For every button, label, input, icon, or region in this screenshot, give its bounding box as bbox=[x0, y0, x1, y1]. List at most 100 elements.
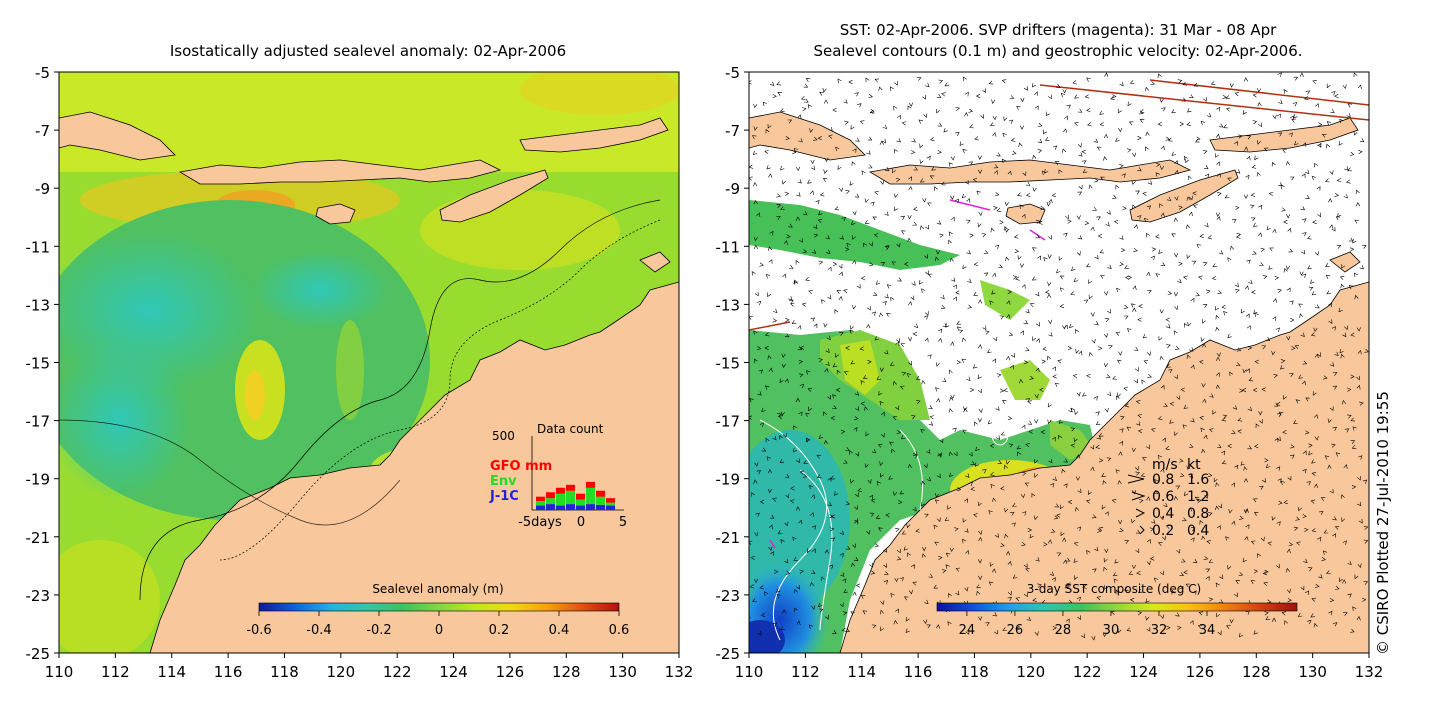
velocity-vector bbox=[970, 486, 975, 491]
velocity-vector bbox=[797, 346, 803, 351]
velocity-vector bbox=[1076, 251, 1081, 256]
velocity-vector bbox=[1006, 314, 1011, 319]
velocity-vector bbox=[1056, 552, 1062, 557]
velocity-vector bbox=[795, 260, 800, 265]
right-x-tick-label: 114 bbox=[847, 663, 876, 681]
velocity-vector bbox=[1344, 428, 1350, 433]
velocity-vector bbox=[936, 108, 940, 114]
velocity-vector bbox=[916, 400, 921, 405]
velocity-vector bbox=[1311, 459, 1316, 464]
velocity-vector bbox=[1321, 556, 1326, 562]
velocity-vector bbox=[985, 330, 990, 335]
velocity-vector bbox=[807, 387, 813, 392]
velocity-vector bbox=[1059, 275, 1065, 280]
velocity-vector bbox=[1332, 426, 1338, 432]
data-count-bar-gfo bbox=[566, 484, 575, 491]
velocity-vector bbox=[1000, 431, 1006, 436]
velocity-vector bbox=[780, 166, 785, 171]
velocity-vector bbox=[1171, 151, 1176, 156]
velocity-vector bbox=[1049, 571, 1055, 576]
velocity-vector bbox=[878, 391, 883, 396]
velocity-vector bbox=[1325, 263, 1330, 268]
velocity-vector bbox=[1259, 262, 1264, 266]
velocity-vector bbox=[1091, 339, 1096, 344]
velocity-vector bbox=[1276, 113, 1281, 119]
velocity-vector bbox=[996, 373, 1002, 378]
velocity-vector bbox=[1081, 149, 1086, 154]
velocity-vector bbox=[1342, 332, 1347, 338]
velocity-vector bbox=[1145, 146, 1149, 151]
velocity-vector bbox=[1062, 148, 1067, 153]
velocity-vector bbox=[876, 480, 881, 486]
velocity-vector bbox=[818, 260, 824, 265]
velocity-vector bbox=[1323, 529, 1329, 534]
velocity-vector bbox=[765, 274, 771, 279]
velocity-vector bbox=[1200, 120, 1206, 126]
velocity-vector bbox=[1361, 597, 1367, 602]
velocity-vector bbox=[1090, 226, 1095, 231]
velocity-vector bbox=[892, 380, 897, 386]
velocity-vector bbox=[924, 254, 928, 259]
velocity-vector bbox=[964, 528, 969, 533]
velocity-vector bbox=[928, 573, 934, 578]
velocity-vector bbox=[982, 469, 987, 474]
left-x-tick-label: 114 bbox=[157, 663, 186, 681]
velocity-vector bbox=[1111, 499, 1117, 504]
velocity-vector bbox=[749, 316, 753, 320]
velocity-vector bbox=[1008, 443, 1014, 448]
velocity-vector bbox=[1276, 521, 1281, 526]
velocity-vector bbox=[929, 415, 935, 420]
velocity-vector bbox=[824, 157, 829, 163]
velocity-vector bbox=[1290, 317, 1295, 323]
velocity-vector bbox=[893, 206, 898, 212]
velocity-vector bbox=[1245, 313, 1250, 319]
velocity-vector bbox=[870, 201, 875, 207]
velocity-vector bbox=[1300, 332, 1305, 337]
velocity-vector bbox=[912, 331, 917, 336]
velocity-vector bbox=[764, 149, 769, 154]
velocity-vector bbox=[796, 192, 801, 197]
velocity-vector bbox=[1059, 504, 1064, 510]
velocity-vector bbox=[1342, 84, 1347, 90]
velocity-vector bbox=[808, 624, 814, 629]
velocity-vector bbox=[1124, 539, 1130, 544]
velocity-vector bbox=[995, 435, 1001, 440]
velocity-vector bbox=[948, 408, 953, 413]
velocity-vector bbox=[1004, 533, 1009, 539]
velocity-vector bbox=[1088, 184, 1093, 190]
velocity-vector bbox=[920, 225, 925, 230]
velocity-vector bbox=[1070, 427, 1076, 432]
velocity-vector bbox=[883, 580, 889, 585]
velocity-vector bbox=[839, 235, 844, 240]
velocity-vector bbox=[1132, 204, 1137, 210]
velocity-vector bbox=[925, 224, 930, 230]
velocity-vector bbox=[1075, 328, 1079, 334]
velocity-vector bbox=[784, 191, 790, 196]
velocity-vector bbox=[1347, 560, 1352, 565]
velocity-vector bbox=[975, 446, 980, 452]
velocity-vector bbox=[867, 479, 872, 484]
velocity-vector bbox=[1189, 620, 1194, 625]
velocity-vector bbox=[1031, 276, 1037, 281]
velocity-vector bbox=[1294, 140, 1299, 146]
velocity-vector bbox=[1117, 479, 1122, 485]
velocity-vector bbox=[989, 471, 995, 477]
velocity-vector bbox=[962, 518, 967, 523]
velocity-vector bbox=[1003, 116, 1008, 122]
velocity-vector bbox=[823, 169, 828, 174]
velocity-vector bbox=[759, 585, 765, 590]
velocity-vector bbox=[1126, 148, 1132, 153]
velocity-vector bbox=[1047, 419, 1052, 425]
velocity-vector bbox=[1084, 94, 1090, 99]
velocity-vector bbox=[1076, 215, 1081, 220]
right-title-line2: Sealevel contours (0.1 m) and geostrophi… bbox=[813, 42, 1302, 60]
velocity-vector bbox=[1013, 234, 1019, 239]
velocity-vector bbox=[1300, 206, 1306, 211]
velocity-vector bbox=[810, 570, 816, 575]
data-count-bar-j1c bbox=[546, 504, 555, 510]
velocity-vector bbox=[895, 405, 899, 411]
velocity-vector bbox=[1272, 316, 1277, 321]
velocity-key-ms: 0.6 bbox=[1152, 489, 1174, 505]
right-y-tick-label: -25 bbox=[716, 645, 741, 663]
velocity-vector bbox=[950, 341, 955, 347]
